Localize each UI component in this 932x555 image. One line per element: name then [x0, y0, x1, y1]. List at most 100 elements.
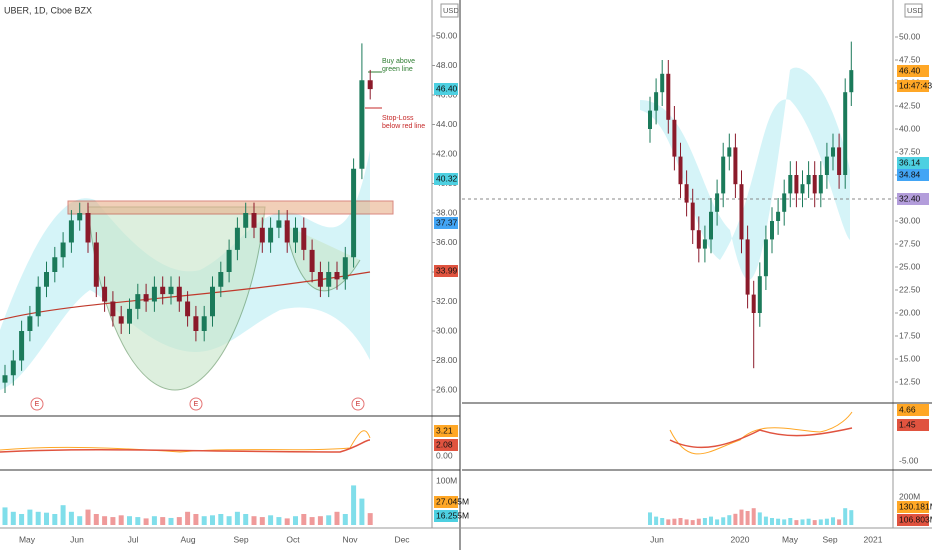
candle-body — [102, 286, 108, 302]
volume-bar — [68, 511, 74, 525]
currency: USD — [443, 6, 459, 15]
volume-bar — [739, 509, 744, 525]
earnings-label: E — [35, 401, 40, 408]
volume-bar — [757, 512, 762, 525]
price-badge — [897, 65, 929, 77]
volume-bar — [19, 514, 25, 525]
y-tick-label: 48.00 — [436, 60, 458, 70]
buy-note: Buy above — [382, 58, 415, 65]
candle-body — [210, 286, 215, 317]
y-tick-label: 44.00 — [436, 119, 458, 129]
candle-body — [44, 272, 49, 287]
candle-body — [824, 156, 829, 175]
candle-body — [672, 119, 677, 157]
volume-bar — [727, 515, 732, 525]
volume-bar — [660, 518, 665, 525]
badge-label: 37.37 — [436, 217, 458, 227]
y-tick-label: 30.00 — [436, 325, 458, 335]
x-tick-label: Jul — [128, 534, 139, 544]
badge-label: 130.181M — [899, 501, 932, 511]
x-tick-label: Sep — [822, 534, 837, 544]
price-badge — [434, 83, 458, 95]
volume-bar — [284, 518, 290, 525]
candle-body — [818, 175, 823, 194]
y-tick-label: 26.00 — [436, 384, 458, 394]
candle-body — [782, 193, 787, 212]
volume-bar — [359, 498, 365, 525]
volume-bar — [654, 516, 659, 525]
volume-bar — [672, 518, 677, 525]
candle-body — [68, 220, 74, 243]
volume-bar — [52, 514, 58, 525]
x-tick-label: Jun — [650, 534, 664, 544]
volume-bar — [234, 511, 240, 525]
resistance-zone — [67, 200, 394, 215]
badge-label: 4.66 — [899, 404, 916, 414]
earnings-marker[interactable] — [189, 397, 203, 411]
candle-body — [185, 301, 191, 317]
x-tick-label: 2021 — [864, 534, 883, 544]
y-tick-label: 28.00 — [436, 355, 458, 365]
volume-bar — [849, 510, 854, 525]
candle-body — [812, 175, 817, 194]
volume-bar — [60, 505, 66, 525]
x-tick-label: Jun — [70, 534, 84, 544]
candle-body — [309, 249, 315, 272]
y-tick-label: 37.50 — [899, 146, 921, 156]
volume-bar — [648, 512, 652, 525]
volume-bar — [127, 516, 132, 525]
volume-bar — [684, 519, 689, 525]
volume-bar — [666, 519, 671, 525]
volume-bar — [168, 517, 174, 525]
candle-body — [684, 184, 689, 203]
candle-body — [193, 316, 199, 331]
volume-bar — [301, 514, 307, 525]
price-badge — [897, 501, 929, 513]
badge-label: 106.803M — [899, 514, 932, 524]
volume-bar — [268, 515, 274, 525]
candle-body — [690, 202, 695, 231]
y-tick-label: 20.00 — [899, 307, 921, 317]
candle-body — [751, 294, 756, 313]
candle-body — [243, 213, 249, 228]
volume-bar — [309, 517, 315, 525]
volume-bar — [806, 518, 811, 525]
badge-label: 46.40 — [899, 65, 921, 75]
volume-bar — [118, 515, 124, 525]
y-tick-label: 12.50 — [899, 376, 921, 386]
candle-body — [733, 147, 738, 185]
y-tick-label: 36.00 — [436, 237, 458, 247]
badge-label: 32.40 — [899, 193, 921, 203]
volume-bar — [102, 516, 108, 525]
volume-tick-label: 200M — [899, 491, 920, 501]
y-tick-label: 50.00 — [436, 30, 458, 40]
badge-label: 16.255M — [436, 510, 469, 520]
candle-body — [696, 230, 701, 249]
x-tick-label: May — [19, 534, 36, 544]
price-badge — [897, 419, 929, 431]
volume-bar — [143, 518, 149, 525]
price-badge — [897, 157, 929, 169]
candle-body — [794, 175, 799, 194]
earnings-marker[interactable] — [30, 397, 44, 411]
volume-bar — [251, 516, 257, 525]
x-tick-label: Nov — [342, 534, 358, 544]
candle-body — [342, 257, 348, 280]
volume-bar — [721, 517, 726, 525]
volume-bar — [160, 517, 166, 525]
candle-body — [168, 286, 174, 295]
candle-body — [276, 220, 282, 228]
x-tick-label: Aug — [180, 534, 195, 544]
indicator-tick-label: -5.00 — [899, 455, 919, 465]
indicator-signal — [0, 439, 371, 453]
badge-label: 2.08 — [436, 439, 453, 449]
volume-bar — [776, 518, 781, 525]
buy-note: green line — [382, 66, 413, 73]
earnings-marker[interactable] — [351, 397, 365, 411]
candle-body — [709, 211, 713, 240]
candle-body — [293, 227, 298, 243]
y-tick-label: 40.00 — [899, 123, 921, 133]
y-tick-label: 42.50 — [899, 100, 921, 110]
volume-bar — [843, 508, 848, 525]
y-tick-label: 15.00 — [899, 353, 921, 363]
